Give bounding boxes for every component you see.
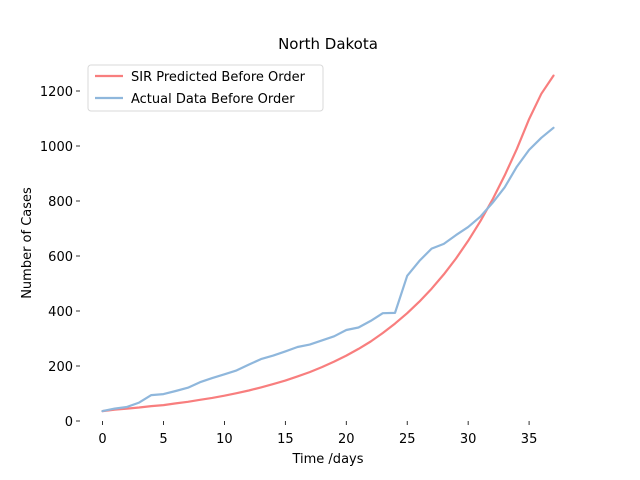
- legend-label: Actual Data Before Order: [131, 92, 295, 107]
- y-tick-label: 200: [48, 360, 73, 375]
- x-tick-label: 25: [399, 432, 416, 447]
- legend: SIR Predicted Before Order Actual Data Be…: [87, 64, 324, 112]
- x-tick-label: 10: [216, 432, 233, 447]
- x-axis-ticks: 0 5 10 15 20 25 30 35: [98, 421, 537, 447]
- legend-box: [87, 64, 324, 112]
- y-tick-label: 0: [65, 415, 73, 430]
- y-tick-label: 1200: [40, 85, 73, 100]
- y-tick-label: 800: [48, 195, 73, 210]
- legend-label: SIR Predicted Before Order: [131, 70, 306, 85]
- y-tick-label: 400: [48, 305, 73, 320]
- chart-title: North Dakota: [278, 35, 378, 53]
- series-line-actual-data: [101, 126, 555, 413]
- x-tick-label: 0: [98, 432, 106, 447]
- y-axis-title: Number of Cases: [20, 187, 35, 299]
- x-tick-label: 20: [338, 432, 355, 447]
- x-tick-label: 30: [460, 432, 477, 447]
- x-tick-label: 35: [521, 432, 538, 447]
- x-tick-label: 5: [159, 432, 167, 447]
- x-axis-title: Time /days: [291, 452, 363, 467]
- series-lines: [101, 74, 555, 413]
- y-tick-label: 600: [48, 250, 73, 265]
- series-line-sir-predicted: [101, 74, 555, 413]
- x-tick-label: 15: [277, 432, 294, 447]
- y-tick-label: 1000: [40, 140, 73, 155]
- y-axis-ticks: 0 200 400 600 800 1000 1200: [40, 85, 80, 430]
